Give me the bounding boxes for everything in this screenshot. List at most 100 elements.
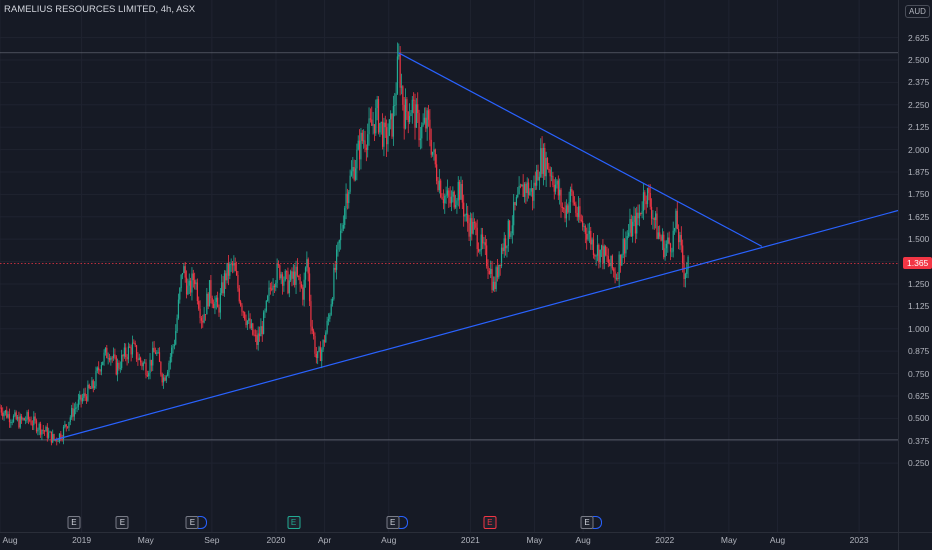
candle-body <box>522 184 524 197</box>
candle-body <box>253 334 255 336</box>
candle-body <box>506 245 508 249</box>
earnings-event-marker[interactable]: E <box>185 516 199 529</box>
candle-body <box>615 278 618 279</box>
candle-body <box>627 232 630 237</box>
candle-body <box>402 86 404 105</box>
candle-body <box>360 132 362 160</box>
candle-body <box>319 347 321 361</box>
candle-body <box>532 188 534 201</box>
candle-body <box>592 239 595 256</box>
candle-body <box>538 176 540 181</box>
candle-body <box>567 205 569 213</box>
dividend-marker-icon[interactable] <box>198 516 208 529</box>
candle-body <box>298 275 300 278</box>
candle-body <box>3 412 5 417</box>
candle-body <box>188 280 190 286</box>
dividend-marker-icon[interactable] <box>593 516 602 529</box>
candle-body <box>307 259 309 274</box>
time-tick-label: Apr <box>317 535 332 545</box>
price-tick-label: 0.750 <box>908 368 930 379</box>
candle-body <box>584 226 586 234</box>
earnings-event-marker[interactable]: E <box>580 516 594 529</box>
earnings-event-marker[interactable]: E <box>115 516 129 529</box>
candle-body <box>303 279 305 300</box>
candle-body <box>665 243 668 249</box>
candle-body <box>598 244 600 263</box>
candle-body <box>441 196 443 200</box>
price-tick-label: 2.000 <box>908 144 930 155</box>
candle-body <box>396 56 399 94</box>
candle-body <box>427 110 430 120</box>
candle-body <box>527 182 530 196</box>
candle-body <box>634 215 636 234</box>
candle-body <box>577 206 580 218</box>
candle-body <box>596 244 599 256</box>
time-tick-label: 2019 <box>72 535 92 545</box>
candle-body <box>630 219 632 237</box>
candle-body <box>379 123 381 133</box>
candle-body <box>386 127 388 145</box>
candle-body <box>321 349 323 361</box>
candle-body <box>564 209 566 219</box>
candle-body <box>218 307 220 313</box>
candle-body <box>642 192 645 212</box>
candle-body <box>269 287 271 289</box>
price-tick-label: 2.500 <box>908 55 930 65</box>
candle-body <box>172 345 174 348</box>
earnings-event-marker[interactable]: E <box>483 516 497 529</box>
candle-body <box>653 218 655 221</box>
candle-body <box>409 116 411 123</box>
candle-body <box>479 250 481 252</box>
candle-body <box>390 113 392 120</box>
candle-body <box>77 399 80 407</box>
candle-body <box>590 230 592 245</box>
price-tick-label: 1.750 <box>908 189 930 200</box>
candle-body <box>92 380 94 388</box>
candle-body <box>53 434 55 440</box>
candle-body <box>549 169 551 177</box>
candle-body <box>391 113 393 137</box>
candle-body <box>350 171 353 176</box>
candle-body <box>121 354 123 369</box>
time-tick-label: 2020 <box>266 535 286 545</box>
candle-body <box>202 320 204 323</box>
candle-body <box>234 263 236 271</box>
candle-body <box>504 238 507 249</box>
candle-body <box>203 314 205 323</box>
candle-body <box>571 188 573 192</box>
candle-body <box>246 320 248 326</box>
candle-body <box>650 206 653 219</box>
candle-body <box>436 164 438 182</box>
candle-body <box>23 418 25 421</box>
earnings-event-marker[interactable]: E <box>287 516 300 529</box>
candle-body <box>276 263 278 283</box>
currency-label[interactable]: AUD <box>905 5 930 18</box>
candle-body <box>100 364 102 372</box>
candle-body <box>375 108 377 134</box>
candle-body <box>354 168 357 180</box>
candle-body <box>668 237 670 244</box>
candle-body <box>425 117 427 129</box>
candle-body <box>169 356 171 363</box>
candle-body <box>511 225 513 234</box>
dividend-marker-icon[interactable] <box>398 516 408 529</box>
candle-body <box>552 175 554 185</box>
candle-body <box>676 210 678 229</box>
time-tick-label: Aug <box>2 535 18 545</box>
earnings-event-marker[interactable]: E <box>67 516 81 529</box>
candle-body <box>313 330 315 337</box>
candle-body <box>614 271 616 279</box>
candle-body <box>377 99 380 133</box>
candle-body <box>258 333 261 337</box>
candle-body <box>488 271 490 275</box>
earnings-event-marker[interactable]: E <box>386 516 400 529</box>
candle-body <box>364 140 366 148</box>
candle-body <box>465 213 467 215</box>
candle-body <box>667 237 669 244</box>
candle-body <box>629 219 631 233</box>
candle-body <box>72 408 74 417</box>
candle-body <box>565 205 568 219</box>
candle-body <box>11 421 13 423</box>
candle-body <box>430 139 432 155</box>
